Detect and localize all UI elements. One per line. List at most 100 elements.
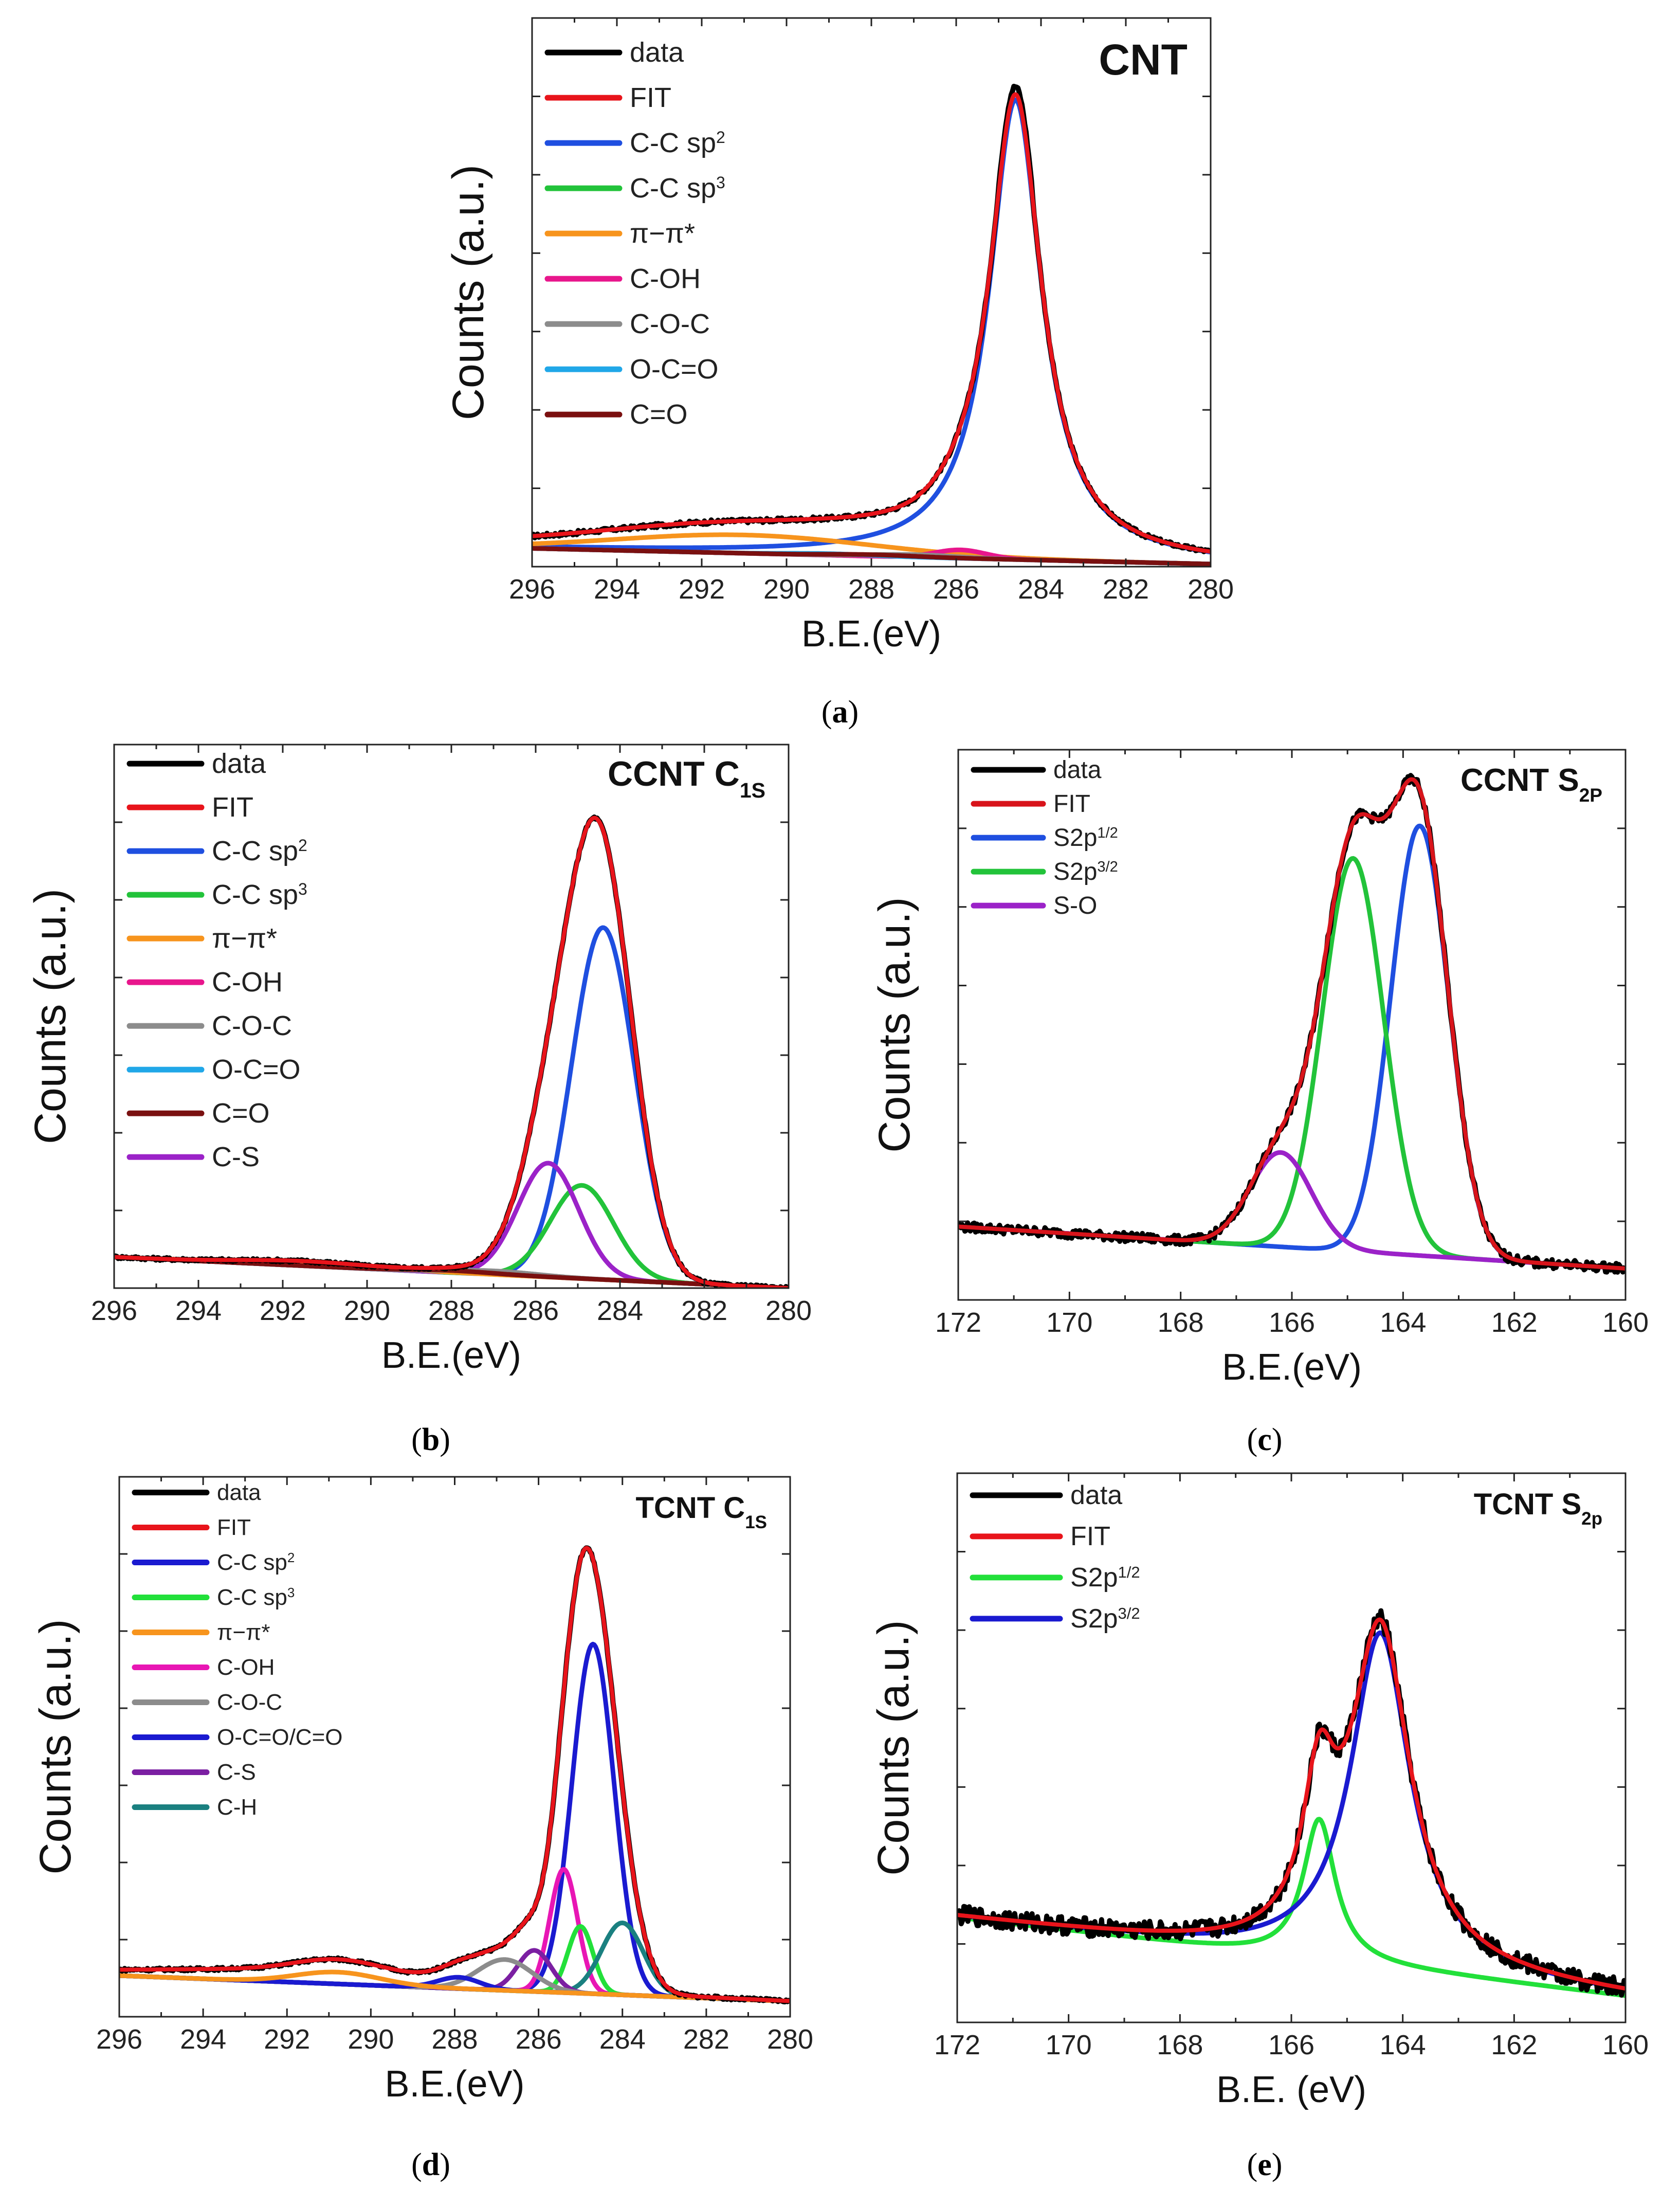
series-group <box>957 1608 1626 1998</box>
legend-label: C-C sp3 <box>212 879 307 910</box>
legend-label: data <box>1053 756 1102 784</box>
panel-d-chart: 296 294 292 290 288 286 284 282 280 B.E.(eV) Count… <box>31 1476 813 2105</box>
x-tick-label: 282 <box>683 2024 729 2055</box>
x-tick-label: 290 <box>348 2024 394 2055</box>
legend: data FIT S2p1/2 S2p3/2 S-O <box>971 756 1118 919</box>
y-axis-label: Counts (a.u.) <box>444 165 493 420</box>
x-tick-label: 160 <box>1602 1307 1649 1338</box>
fit-series <box>957 1617 1626 1991</box>
chart-title: CCNT S2P <box>1460 763 1602 806</box>
x-tick-label: 296 <box>91 1295 137 1326</box>
x-tick-label: 284 <box>599 2024 646 2055</box>
y-axis-label: Counts (a.u.) <box>31 1619 80 1874</box>
panel-e-chart: 172 170 168 166 164 162 160 B.E. (eV) Counts (a.… <box>869 1472 1649 2110</box>
legend-label: FIT <box>1053 790 1090 818</box>
legend-label: FIT <box>217 1515 251 1540</box>
legend-label: C-S <box>212 1142 260 1172</box>
panel-b-chart: 296 294 292 290 288 286 284 282 280 B.E.(eV) Count… <box>26 744 812 1376</box>
legend-label: C-C sp2 <box>217 1550 295 1575</box>
legend: data FIT C-C sp2 C-C sp3 π−π* C-OH C-O-C O-C=O C… <box>544 37 725 430</box>
x-tick-label: 284 <box>1018 574 1064 605</box>
legend-label: C-S <box>217 1760 256 1785</box>
x-tick-label: 166 <box>1269 1307 1315 1338</box>
x-tick-label: 282 <box>681 1295 727 1326</box>
legend-label: C-O-C <box>212 1010 292 1041</box>
fit-series <box>958 777 1626 1271</box>
x-tick-label: 286 <box>516 2024 562 2055</box>
x-tick-label: 292 <box>264 2024 310 2055</box>
x-tick-label: 290 <box>763 574 810 605</box>
legend-label: data <box>212 748 266 779</box>
y-axis-label: Counts (a.u.) <box>869 1620 918 1875</box>
panel-label-c: (c) <box>1247 1422 1283 1457</box>
x-tick-label: 294 <box>594 574 640 605</box>
legend-label: O-C=O <box>630 354 719 385</box>
legend-label: O-C=O <box>212 1054 301 1085</box>
x-tick-label: 170 <box>1046 2030 1092 2060</box>
chart-title: CCNT C1S <box>608 754 765 802</box>
x-axis-label: B.E. (eV) <box>1216 2069 1366 2110</box>
x-tick-label: 292 <box>679 574 725 605</box>
legend: data FIT C-C sp2 C-C sp3 π−π* C-OH C-O-C O-C=O/… <box>132 1480 343 1820</box>
x-tick-label: 294 <box>180 2024 226 2055</box>
legend-label: C-C sp3 <box>630 173 725 204</box>
x-axis-label: B.E.(eV) <box>801 613 941 655</box>
x-tick-label: 160 <box>1602 2030 1649 2060</box>
legend-label: C-H <box>217 1795 257 1820</box>
x-tick-label: 290 <box>344 1295 390 1326</box>
legend-label: C-OH <box>217 1655 275 1680</box>
x-tick-label: 286 <box>933 574 979 605</box>
x-tick-label: 172 <box>935 1307 981 1338</box>
x-tick-label: 296 <box>96 2024 142 2055</box>
chart-title: CNT <box>1099 35 1188 84</box>
legend-label: FIT <box>212 792 253 823</box>
legend-label: C-C sp2 <box>212 836 307 866</box>
x-tick-label: 288 <box>428 1295 474 1326</box>
panel-label-d: (d) <box>411 2147 450 2182</box>
x-tick-label: 296 <box>509 574 555 605</box>
legend-label: S2p3/2 <box>1070 1604 1140 1634</box>
x-tick-label: 168 <box>1158 1307 1204 1338</box>
fit-series <box>532 92 1211 554</box>
y-axis-label: Counts (a.u.) <box>26 889 75 1144</box>
x-axis-label: B.E.(eV) <box>385 2064 524 2105</box>
fit-series <box>114 816 789 1288</box>
legend-label: π−π* <box>217 1620 270 1645</box>
legend-label: O-C=O/C=O <box>217 1725 343 1750</box>
panel-a-chart: 296 294 292 290 288 286 284 282 280 B.E.(eV) Count… <box>444 17 1234 655</box>
panel-label-b: (b) <box>411 1422 450 1457</box>
x-tick-label: 162 <box>1491 2030 1537 2060</box>
legend: data FIT C-C sp2 C-C sp3 π−π* C-OH C-O-C O-C=O C… <box>126 748 307 1172</box>
legend-label: C-C sp2 <box>630 128 725 158</box>
fit-series <box>119 1546 790 2003</box>
x-tick-label: 170 <box>1046 1307 1092 1338</box>
x-tick-label: 172 <box>934 2030 980 2060</box>
x-tick-label: 286 <box>513 1295 559 1326</box>
legend-label: S2p1/2 <box>1053 824 1118 852</box>
x-tick-label: 164 <box>1380 1307 1426 1338</box>
legend: data FIT S2p1/2 S2p3/2 <box>970 1480 1140 1634</box>
component-c-o <box>532 546 1211 567</box>
x-tick-label: 162 <box>1491 1307 1538 1338</box>
chart-title: TCNT S2p <box>1474 1488 1602 1529</box>
x-tick-label: 168 <box>1157 2030 1203 2060</box>
x-tick-label: 294 <box>175 1295 222 1326</box>
legend-label: π−π* <box>630 218 695 249</box>
legend-label: data <box>630 37 684 68</box>
x-tick-label: 166 <box>1268 2030 1314 2060</box>
legend-label: C-OH <box>630 263 701 294</box>
legend-label: C-OH <box>212 967 283 998</box>
x-tick-label: 292 <box>260 1295 306 1326</box>
series-group <box>532 83 1211 567</box>
x-axis-label: B.E.(eV) <box>381 1335 521 1376</box>
legend-label: FIT <box>630 82 671 113</box>
series-group <box>114 814 789 1288</box>
x-tick-label: 282 <box>1103 574 1149 605</box>
legend-label: C-O-C <box>630 309 710 339</box>
legend-label: S2p1/2 <box>1070 1563 1140 1593</box>
legend-label: S2p3/2 <box>1053 858 1118 885</box>
legend-label: C=O <box>630 399 688 430</box>
x-tick-label: 288 <box>848 574 894 605</box>
x-tick-label: 164 <box>1380 2030 1426 2060</box>
